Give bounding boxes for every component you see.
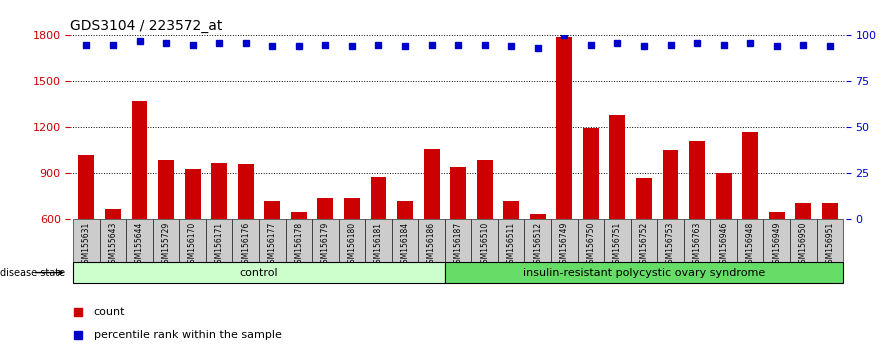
Text: GSM155643: GSM155643 — [108, 222, 117, 268]
Bar — [73, 219, 100, 262]
Bar — [604, 219, 631, 262]
Text: GSM156951: GSM156951 — [825, 222, 834, 268]
Text: count: count — [93, 307, 125, 317]
Bar — [392, 219, 418, 262]
Bar — [450, 167, 466, 312]
Bar — [524, 219, 551, 262]
Bar — [158, 160, 174, 312]
Bar — [397, 201, 413, 312]
Bar — [764, 219, 790, 262]
Bar — [742, 132, 759, 312]
Text: GSM156949: GSM156949 — [773, 222, 781, 268]
Bar — [817, 219, 843, 262]
Text: insulin-resistant polycystic ovary syndrome: insulin-resistant polycystic ovary syndr… — [522, 268, 765, 278]
Bar — [131, 101, 147, 312]
Bar — [636, 178, 652, 312]
Bar — [259, 219, 285, 262]
Text: GSM156184: GSM156184 — [401, 222, 410, 268]
Bar — [796, 202, 811, 312]
Bar — [737, 219, 764, 262]
Bar — [312, 219, 338, 262]
Text: GSM156763: GSM156763 — [692, 222, 701, 268]
Text: GSM156186: GSM156186 — [427, 222, 436, 268]
Bar — [211, 163, 227, 312]
Text: GSM155631: GSM155631 — [82, 222, 91, 268]
Text: GSM156512: GSM156512 — [533, 222, 543, 268]
Bar — [126, 219, 152, 262]
Bar — [684, 219, 710, 262]
Bar — [689, 141, 705, 312]
Text: GSM156179: GSM156179 — [321, 222, 329, 268]
Text: percentile rank within the sample: percentile rank within the sample — [93, 330, 282, 339]
Text: disease state: disease state — [0, 268, 65, 278]
Bar — [583, 128, 599, 312]
Text: GSM156946: GSM156946 — [719, 222, 728, 268]
Bar — [180, 219, 206, 262]
Bar — [238, 164, 254, 312]
Bar — [78, 155, 94, 312]
Text: GSM156171: GSM156171 — [215, 222, 224, 268]
Bar — [317, 198, 333, 312]
Text: GSM156177: GSM156177 — [268, 222, 277, 268]
Bar — [471, 219, 498, 262]
Text: GSM156511: GSM156511 — [507, 222, 515, 268]
Bar — [445, 262, 843, 283]
Bar — [710, 219, 737, 262]
Bar — [291, 212, 307, 312]
Bar — [498, 219, 524, 262]
Bar — [663, 150, 678, 312]
Bar — [790, 219, 817, 262]
Bar — [233, 219, 259, 262]
Text: GSM156948: GSM156948 — [745, 222, 755, 268]
Text: GSM156750: GSM156750 — [587, 222, 596, 268]
Text: GSM156187: GSM156187 — [454, 222, 463, 268]
Bar — [657, 219, 684, 262]
Text: GSM156176: GSM156176 — [241, 222, 250, 268]
Bar — [822, 202, 838, 312]
Text: GSM156178: GSM156178 — [294, 222, 303, 268]
Bar — [503, 201, 519, 312]
Bar — [551, 219, 578, 262]
Bar — [418, 219, 445, 262]
Text: GSM156181: GSM156181 — [374, 222, 383, 268]
Text: GSM156752: GSM156752 — [640, 222, 648, 268]
Text: GSM156749: GSM156749 — [559, 222, 569, 268]
Bar — [610, 115, 626, 312]
Bar — [185, 169, 201, 312]
Bar — [371, 177, 387, 312]
Bar — [344, 198, 359, 312]
Text: GSM156170: GSM156170 — [189, 222, 197, 268]
Bar — [424, 149, 440, 312]
Text: GSM155729: GSM155729 — [161, 222, 171, 268]
Text: GSM155644: GSM155644 — [135, 222, 144, 268]
Bar — [445, 219, 471, 262]
Text: GSM156510: GSM156510 — [480, 222, 489, 268]
Bar — [206, 219, 233, 262]
Bar — [715, 173, 731, 312]
Bar — [529, 214, 545, 312]
Bar — [557, 37, 573, 312]
Text: GDS3104 / 223572_at: GDS3104 / 223572_at — [70, 19, 223, 33]
Bar — [631, 219, 657, 262]
Text: control: control — [240, 268, 278, 278]
Bar — [285, 219, 312, 262]
Bar — [578, 219, 604, 262]
Bar — [100, 219, 126, 262]
Text: GSM156753: GSM156753 — [666, 222, 675, 268]
Text: GSM156950: GSM156950 — [799, 222, 808, 268]
Bar — [366, 219, 392, 262]
Bar — [477, 160, 492, 312]
Bar — [105, 209, 121, 312]
Bar — [73, 262, 445, 283]
Bar — [769, 212, 785, 312]
Text: GSM156751: GSM156751 — [613, 222, 622, 268]
Text: GSM156180: GSM156180 — [347, 222, 357, 268]
Bar — [152, 219, 180, 262]
Bar — [338, 219, 366, 262]
Bar — [264, 201, 280, 312]
